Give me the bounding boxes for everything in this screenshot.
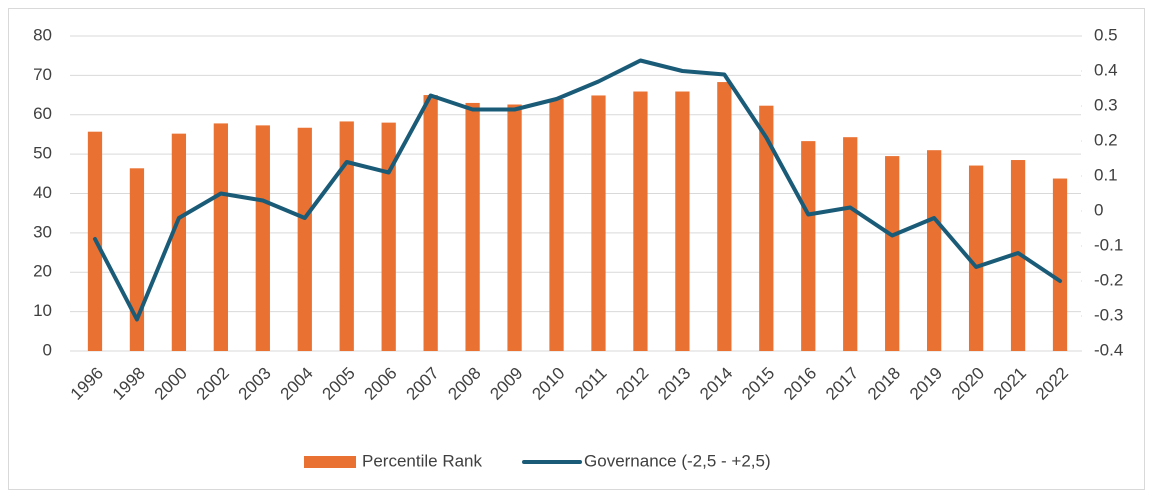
bar — [1010, 160, 1026, 351]
y2-tick-label: 0.1 — [1094, 165, 1118, 184]
y2-tick-label: 0.2 — [1094, 130, 1118, 149]
bar — [549, 99, 564, 351]
bar — [297, 127, 312, 352]
bar — [675, 91, 690, 352]
y2-tick-label: 0.5 — [1094, 25, 1118, 44]
line-series — [92, 58, 1063, 322]
y2-tick-label: -0.4 — [1094, 340, 1123, 359]
bar — [717, 82, 732, 351]
bar — [381, 122, 396, 351]
y-tick-label: 70 — [33, 65, 52, 84]
legend-label: Governance (-2,5 - +2,5) — [584, 451, 771, 470]
y2-tick-label: -0.2 — [1094, 270, 1123, 289]
bar — [255, 125, 270, 351]
bar — [927, 150, 942, 351]
bar — [129, 168, 145, 351]
bar — [843, 137, 858, 351]
legend-swatch — [304, 456, 356, 468]
bar — [213, 123, 228, 351]
bar — [885, 156, 900, 351]
bar — [507, 104, 522, 351]
y-tick-label: 10 — [33, 301, 52, 320]
bar — [171, 133, 187, 351]
y2-tick-label: -0.1 — [1094, 235, 1123, 254]
y2-tick-label: 0 — [1094, 200, 1103, 219]
bar — [633, 91, 648, 352]
bar — [591, 95, 606, 351]
bar — [339, 121, 354, 351]
y-tick-label: 0 — [43, 340, 52, 359]
bar — [801, 141, 816, 351]
y-tick-label: 60 — [33, 104, 52, 123]
legend-label: Percentile Rank — [362, 451, 483, 470]
y-tick-label: 80 — [33, 25, 52, 44]
y2-tick-label: -0.3 — [1094, 305, 1123, 324]
bar — [465, 102, 480, 351]
bar — [759, 105, 774, 351]
bar — [1052, 178, 1068, 351]
y-tick-label: 40 — [33, 183, 52, 202]
y2-tick-label: 0.3 — [1094, 95, 1118, 114]
bar — [968, 165, 984, 351]
bar — [423, 95, 438, 351]
y2-tick-label: 0.4 — [1094, 60, 1118, 79]
y-tick-label: 30 — [33, 222, 52, 241]
y-tick-label: 20 — [33, 262, 52, 281]
y-tick-label: 50 — [33, 144, 52, 163]
